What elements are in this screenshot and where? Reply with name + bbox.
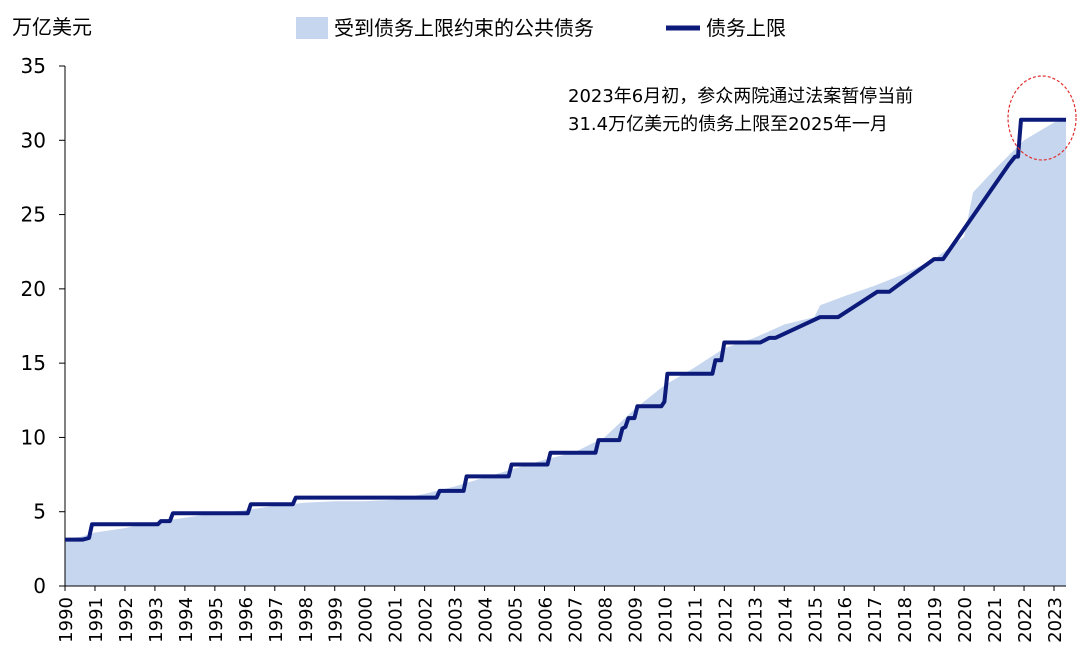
x-tick-label: 1997 bbox=[266, 597, 287, 643]
debt-ceiling-line bbox=[65, 117, 1066, 542]
y-tick-label: 20 bbox=[21, 277, 46, 301]
x-tick-label: 2018 bbox=[895, 597, 916, 643]
y-tick-label: 0 bbox=[33, 574, 46, 598]
y-tick-label: 30 bbox=[21, 128, 46, 152]
axes-layer bbox=[59, 65, 1066, 591]
area-layer bbox=[65, 119, 1066, 586]
x-tick-label: 2000 bbox=[356, 597, 377, 643]
x-tick-label: 2017 bbox=[865, 597, 886, 643]
x-tick-label: 2019 bbox=[925, 597, 946, 643]
line-layer bbox=[65, 75, 1077, 542]
x-tick-label: 2020 bbox=[955, 597, 976, 643]
y-tick-label: 10 bbox=[21, 425, 46, 449]
x-tick-label: 2014 bbox=[775, 597, 796, 643]
x-tick-label: 1990 bbox=[56, 597, 77, 643]
text-layer: 0 5 10 15 20 25 30 35 1990 1991 1992 1993 1994 1995 19… bbox=[12, 15, 1066, 643]
x-tick-label: 1991 bbox=[86, 597, 107, 643]
x-tick-label: 2006 bbox=[536, 597, 557, 643]
x-tick-label: 2003 bbox=[446, 597, 467, 643]
x-tick-label: 2011 bbox=[685, 597, 706, 643]
x-tick-label: 2023 bbox=[1045, 597, 1066, 643]
x-tick-label: 1998 bbox=[296, 597, 317, 643]
x-tick-label: 2002 bbox=[416, 597, 437, 643]
y-tick-label: 35 bbox=[21, 54, 46, 78]
x-tick-label: 2010 bbox=[655, 597, 676, 643]
highlight-circle bbox=[1007, 75, 1077, 161]
x-tick-label: 1994 bbox=[176, 597, 197, 643]
public-debt-area bbox=[65, 119, 1066, 586]
x-tick-label: 2013 bbox=[745, 597, 766, 643]
x-tick-label: 2001 bbox=[386, 597, 407, 643]
x-tick-label: 2022 bbox=[1015, 597, 1036, 643]
x-tick-label: 2015 bbox=[805, 597, 826, 643]
x-tick-label: 1992 bbox=[116, 597, 137, 643]
y-tick-label: 25 bbox=[21, 203, 46, 227]
x-tick-label: 2004 bbox=[476, 597, 497, 643]
x-tick-label: 1996 bbox=[236, 597, 257, 643]
x-tick-label: 1995 bbox=[206, 597, 227, 643]
x-tick-label: 1999 bbox=[326, 597, 347, 643]
legend-label-area: 受到债务上限约束的公共债务 bbox=[334, 16, 594, 40]
x-tick-label: 2016 bbox=[835, 597, 856, 643]
legend-swatch-area bbox=[296, 17, 328, 39]
x-tick-label: 2021 bbox=[985, 597, 1006, 643]
x-tick-label: 1993 bbox=[146, 597, 167, 643]
x-tick-label: 2007 bbox=[565, 597, 586, 643]
y-tick-label: 5 bbox=[33, 500, 46, 524]
legend-label-line: 债务上限 bbox=[706, 16, 786, 40]
y-axis-unit-label: 万亿美元 bbox=[12, 15, 92, 39]
x-tick-label: 2012 bbox=[715, 597, 736, 643]
y-tick-label: 15 bbox=[21, 351, 46, 375]
x-tick-label: 2008 bbox=[595, 597, 616, 643]
annotation-line: 2023年6月初，参众两院通过法案暂停当前 bbox=[568, 86, 913, 107]
x-tick-label: 2005 bbox=[506, 597, 527, 643]
annotation-line: 31.4万亿美元的债务上限至2025年一月 bbox=[568, 114, 888, 135]
x-tick-label: 2009 bbox=[625, 597, 646, 643]
